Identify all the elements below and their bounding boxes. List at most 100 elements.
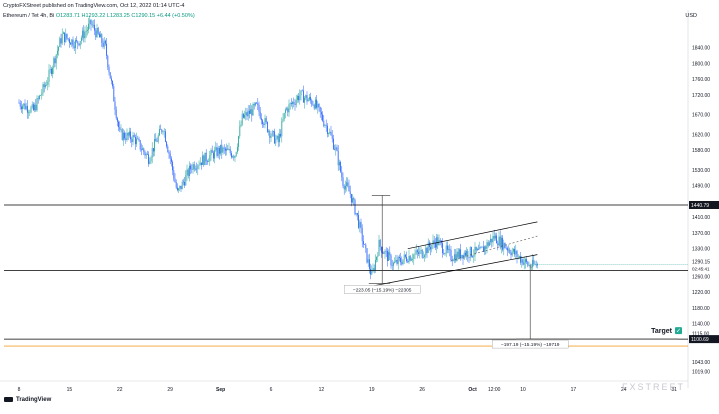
tradingview-logo[interactable]: TradingView: [4, 397, 51, 403]
candle-body: [317, 103, 319, 108]
candle-body: [247, 110, 249, 117]
candle-body: [289, 103, 291, 105]
symbol-line[interactable]: Ethereum / Tet 4h, Bi O1283.71 H1293.22 …: [3, 13, 195, 19]
candle-body: [160, 129, 162, 130]
candle-body: [362, 241, 364, 245]
candle-body: [515, 250, 517, 255]
candle-body: [324, 125, 326, 126]
candle-body: [480, 247, 482, 248]
measure-1-label-box: [344, 285, 421, 294]
candle-body: [350, 193, 352, 203]
y-tick-label: 1840.00: [692, 46, 710, 52]
candle-body: [113, 86, 115, 102]
candle-body: [31, 104, 33, 108]
candle-body: [468, 257, 470, 258]
candle-body: [385, 250, 387, 252]
candle-body: [88, 23, 90, 30]
level-price-tag: [689, 200, 719, 209]
candle-body: [388, 252, 390, 261]
candle-body: [206, 161, 208, 162]
candle-body: [421, 249, 423, 258]
candle-body: [254, 102, 256, 106]
candle-body: [138, 138, 140, 141]
candle-body: [61, 33, 63, 44]
x-tick-label: 19: [369, 387, 375, 393]
candle-body: [344, 185, 346, 190]
target-check-glyph: ✓: [676, 329, 681, 335]
candle-body: [208, 161, 210, 163]
candle-body: [510, 252, 512, 256]
candle-body: [474, 246, 476, 256]
candle-body: [328, 133, 330, 134]
candle-body: [80, 37, 82, 42]
candle-body: [180, 185, 182, 190]
candle-body: [240, 124, 242, 127]
candle-body: [172, 161, 174, 171]
candle-body: [311, 100, 313, 105]
channel-upper-line: [407, 221, 538, 250]
candle-body: [386, 250, 388, 261]
candle-body: [259, 111, 261, 119]
candle-body: [155, 138, 157, 142]
candle-body: [314, 99, 316, 109]
candle-body: [28, 112, 30, 114]
candle-body: [286, 108, 288, 110]
candle-body: [473, 255, 475, 257]
x-tick-label: 6: [270, 387, 273, 393]
tradingview-logo-icon: [4, 397, 13, 402]
candle-body: [74, 40, 76, 49]
x-tick-label: 17: [571, 387, 577, 393]
candle-body: [182, 181, 184, 183]
symbol-prefix: Ethereum / Tet: [3, 13, 39, 19]
last-price-countdown: 02:45:41: [692, 266, 710, 271]
candle-body: [342, 177, 344, 186]
candle-body: [325, 125, 327, 126]
candle-body: [322, 114, 324, 121]
candle-body: [493, 235, 495, 239]
candle-body: [349, 191, 351, 194]
candle-body: [62, 32, 64, 34]
candle-body: [455, 254, 457, 261]
candle-body: [25, 106, 27, 110]
candle-body: [313, 105, 315, 109]
candle-body: [228, 149, 230, 150]
candle-body: [410, 259, 412, 261]
candle-body: [343, 185, 345, 190]
candle-body: [437, 237, 439, 246]
candle-body: [176, 187, 178, 191]
candle-body: [332, 138, 334, 150]
candle-body: [341, 171, 343, 178]
candle-body: [48, 69, 50, 82]
candle-body: [475, 246, 477, 251]
candle-body: [198, 165, 200, 166]
candle-body: [456, 251, 458, 261]
candle-body: [526, 259, 528, 262]
candle-body: [251, 109, 253, 116]
candle-body: [109, 72, 111, 79]
candle-body: [265, 118, 267, 123]
candle-body: [97, 27, 99, 34]
candle-body: [60, 38, 62, 44]
candle-body: [152, 148, 154, 152]
candle-body: [56, 50, 58, 55]
candle-body: [281, 121, 283, 137]
candle-body: [264, 118, 266, 126]
candle-body: [54, 58, 56, 64]
candle-body: [102, 42, 104, 47]
candle-body: [518, 256, 520, 257]
y-tick-label: 1115.00: [692, 331, 710, 337]
candle-body: [298, 96, 300, 101]
candle-body: [156, 141, 158, 142]
candle-body: [312, 104, 314, 106]
candle-body: [354, 199, 356, 215]
candle-body: [517, 256, 519, 258]
x-tick-label: 26: [419, 387, 425, 393]
candle-body: [216, 147, 218, 156]
level-price-tag: [689, 335, 719, 344]
candle-body: [454, 254, 456, 261]
candle-body: [258, 104, 260, 112]
candle-body: [149, 161, 151, 164]
candle-body: [191, 169, 193, 170]
candle-body: [132, 135, 134, 143]
